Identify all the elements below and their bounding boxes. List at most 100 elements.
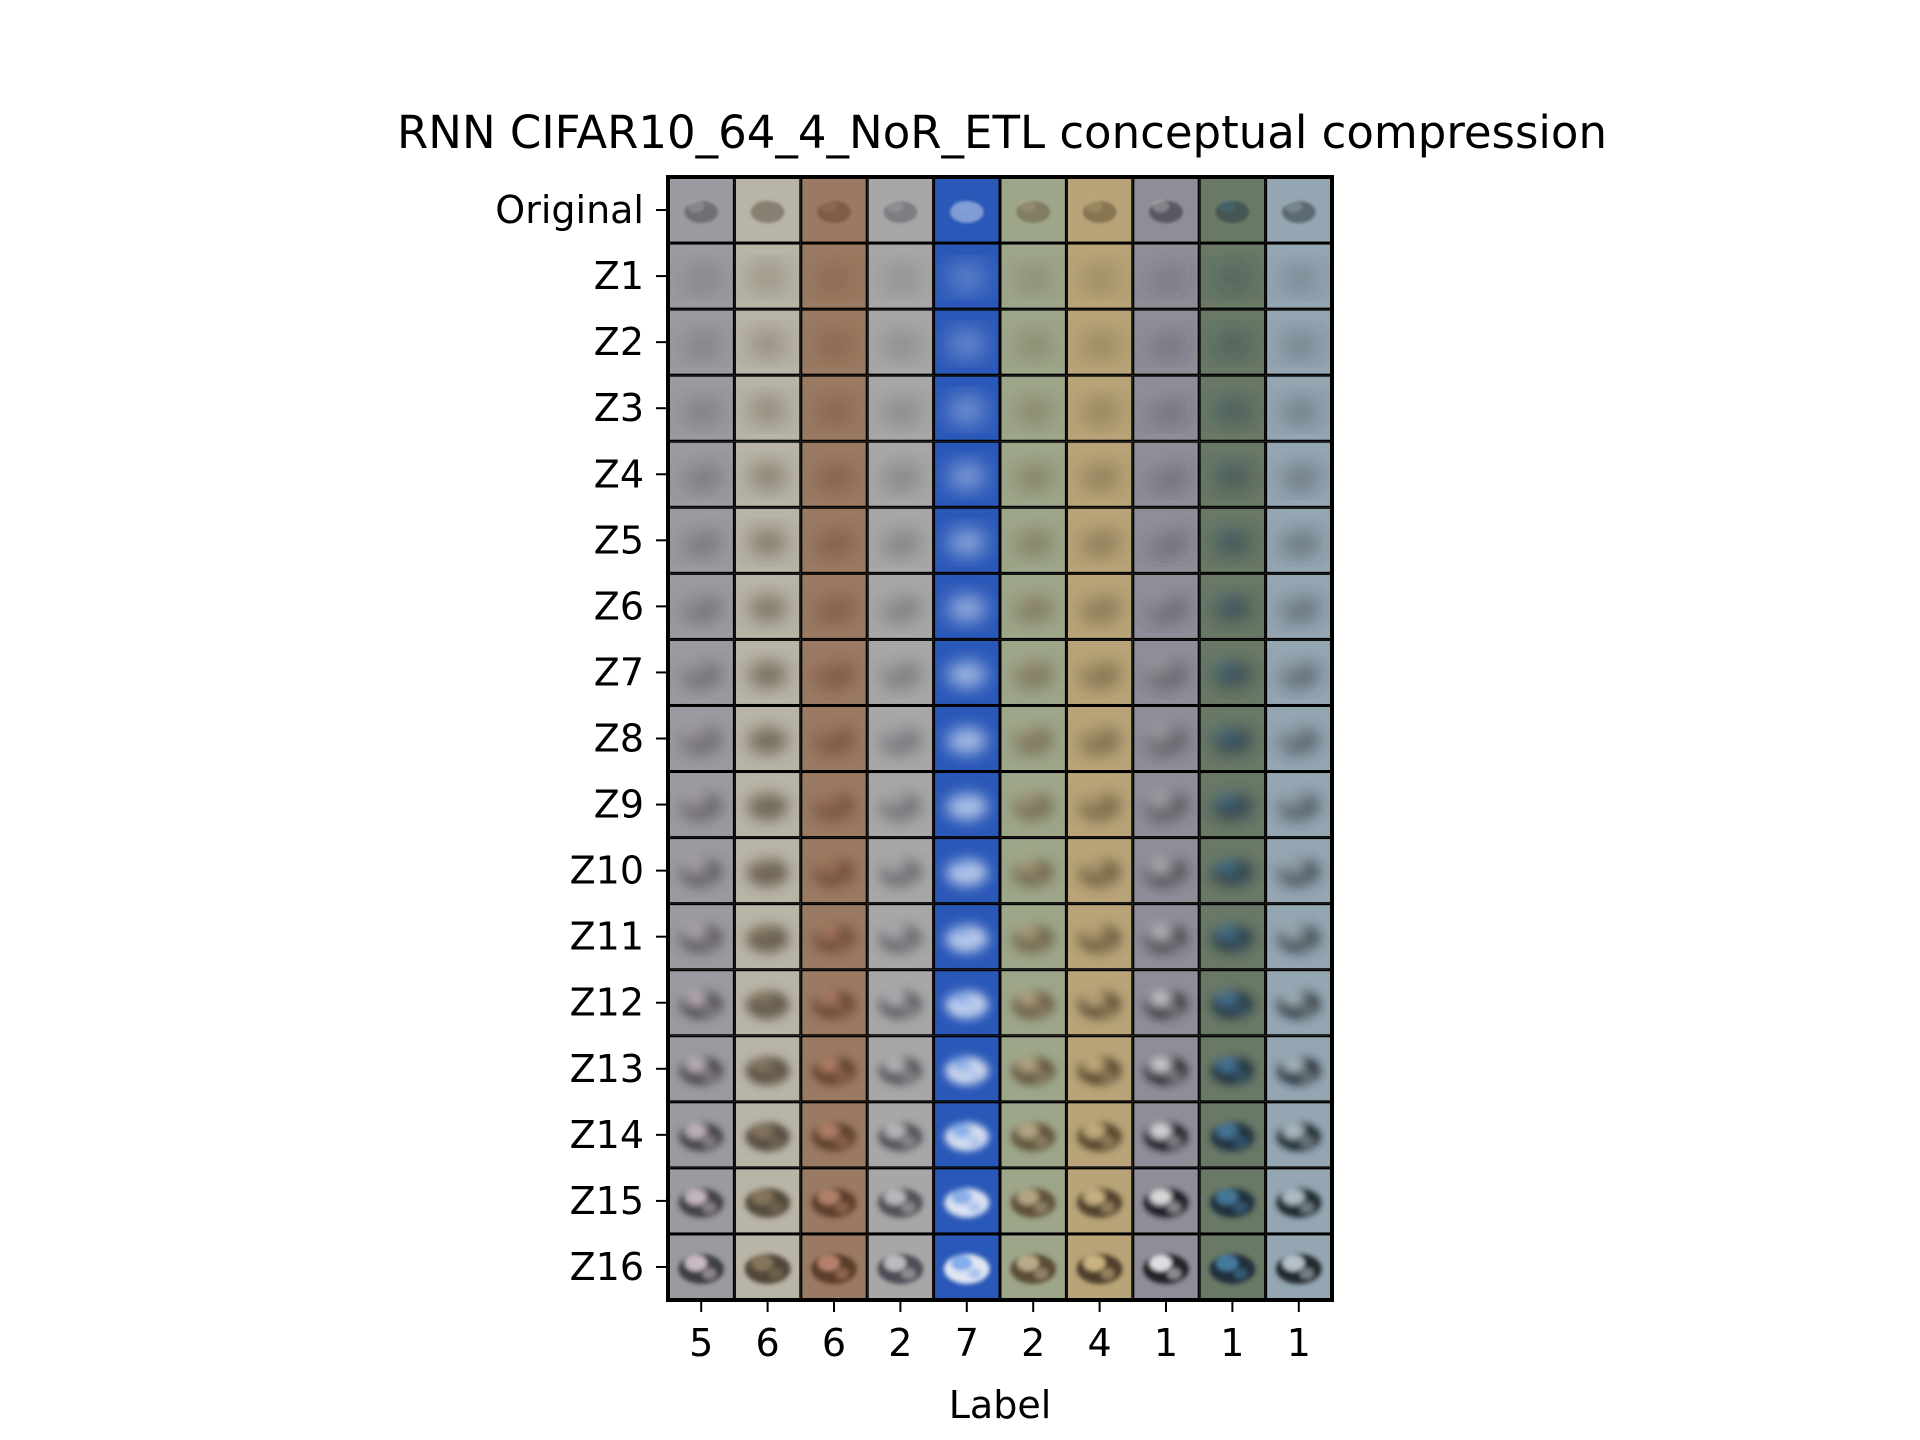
grid-cell (734, 639, 801, 706)
grid-cell (1000, 375, 1067, 442)
grid-cell (1066, 573, 1133, 640)
y-tick-label: Z3 (594, 386, 644, 430)
grid-cell (1199, 243, 1266, 310)
grid-cell (800, 969, 868, 1036)
grid-cell (1066, 1101, 1133, 1168)
grid-cell (933, 969, 1000, 1036)
grid-cell (1066, 375, 1133, 442)
grid-cell (867, 243, 934, 310)
grid-cell (734, 837, 801, 904)
grid-cell (867, 1167, 934, 1234)
grid-cell (1066, 1167, 1133, 1234)
grid-cell (800, 309, 868, 376)
grid-cell (1000, 573, 1067, 640)
x-tick-label: 5 (689, 1321, 713, 1365)
grid-cell (1132, 177, 1200, 244)
y-tick-label: Z8 (594, 717, 644, 761)
grid-cell (1199, 507, 1266, 574)
grid-cell (1132, 903, 1200, 970)
grid-cell (734, 573, 801, 640)
grid-cell (668, 243, 735, 310)
grid-cell (933, 573, 1000, 640)
grid-cell (800, 1167, 868, 1234)
grid-cell (1199, 573, 1266, 640)
grid-cell (668, 507, 735, 574)
grid-cell (867, 309, 934, 376)
grid-cell (1066, 243, 1133, 310)
grid-cell (668, 375, 735, 442)
y-tick-label: Z4 (594, 452, 644, 496)
grid-cell (867, 705, 934, 772)
grid-cell (1265, 1101, 1332, 1168)
grid-cell (1265, 1233, 1332, 1300)
grid-cell (1132, 837, 1200, 904)
y-tick-label: Z11 (570, 915, 644, 959)
grid-cell (1000, 705, 1067, 772)
y-tick-label: Original (495, 188, 644, 232)
grid-cell (668, 1035, 735, 1102)
grid-cell (734, 1233, 801, 1300)
grid-cell (1199, 771, 1266, 838)
grid-cell (1265, 375, 1332, 442)
grid-cell (1132, 441, 1200, 508)
grid-cell (1265, 573, 1332, 640)
grid-cell (668, 1233, 735, 1300)
x-tick-label: 7 (955, 1321, 979, 1365)
grid-cell (1265, 903, 1332, 970)
grid-cell (668, 441, 735, 508)
grid-cell (1000, 1167, 1067, 1234)
grid-cell (1199, 1035, 1266, 1102)
grid-cell (1265, 969, 1332, 1036)
grid-cell (800, 441, 868, 508)
grid-cell (1000, 771, 1067, 838)
x-tick-label: 4 (1088, 1321, 1112, 1365)
x-axis-label: Label (949, 1383, 1052, 1427)
grid-cell (1132, 573, 1200, 640)
grid-cell (734, 507, 801, 574)
image-grid (668, 177, 1332, 1300)
y-tick-label: Z2 (594, 320, 644, 364)
grid-cell (867, 375, 934, 442)
grid-cell (1199, 1167, 1266, 1234)
grid-cell (933, 1233, 1000, 1300)
grid-cell (1000, 441, 1067, 508)
grid-cell (933, 441, 1000, 508)
grid-cell (1132, 1167, 1200, 1234)
grid-cell (800, 1035, 868, 1102)
grid-cell (668, 1167, 735, 1234)
grid-cell (1265, 309, 1332, 376)
grid-cell (1132, 507, 1200, 574)
grid-cell (1000, 639, 1067, 706)
grid-cell (734, 1101, 801, 1168)
grid-cell (1000, 243, 1067, 310)
grid-cell (1000, 1233, 1067, 1300)
grid-cell (734, 309, 801, 376)
grid-cell (867, 903, 934, 970)
grid-cell (800, 507, 868, 574)
grid-cell (734, 375, 801, 442)
grid-cell (1066, 969, 1133, 1036)
y-tick-label: Z15 (570, 1179, 644, 1223)
grid-cell (1265, 639, 1332, 706)
grid-cell (1265, 243, 1332, 310)
grid-cell (800, 771, 868, 838)
grid-cell (1199, 1233, 1266, 1300)
grid-cell (1000, 507, 1067, 574)
grid-cell (800, 639, 868, 706)
grid-cell (1132, 309, 1200, 376)
y-tick-label: Z7 (594, 650, 644, 694)
grid-cell (867, 1233, 934, 1300)
y-tick-label: Z10 (570, 849, 644, 893)
grid-cell (668, 969, 735, 1036)
grid-cell (867, 969, 934, 1036)
grid-cell (1265, 1167, 1332, 1234)
grid-cell (1000, 1101, 1067, 1168)
grid-cell (933, 837, 1000, 904)
grid-cell (867, 1101, 934, 1168)
x-tick-label: 2 (888, 1321, 912, 1365)
grid-cell (800, 837, 868, 904)
grid-cell (867, 441, 934, 508)
grid-cell (1066, 177, 1133, 244)
grid-cell (800, 903, 868, 970)
chart-title: RNN CIFAR10_64_4_NoR_ETL conceptual comp… (397, 106, 1607, 159)
